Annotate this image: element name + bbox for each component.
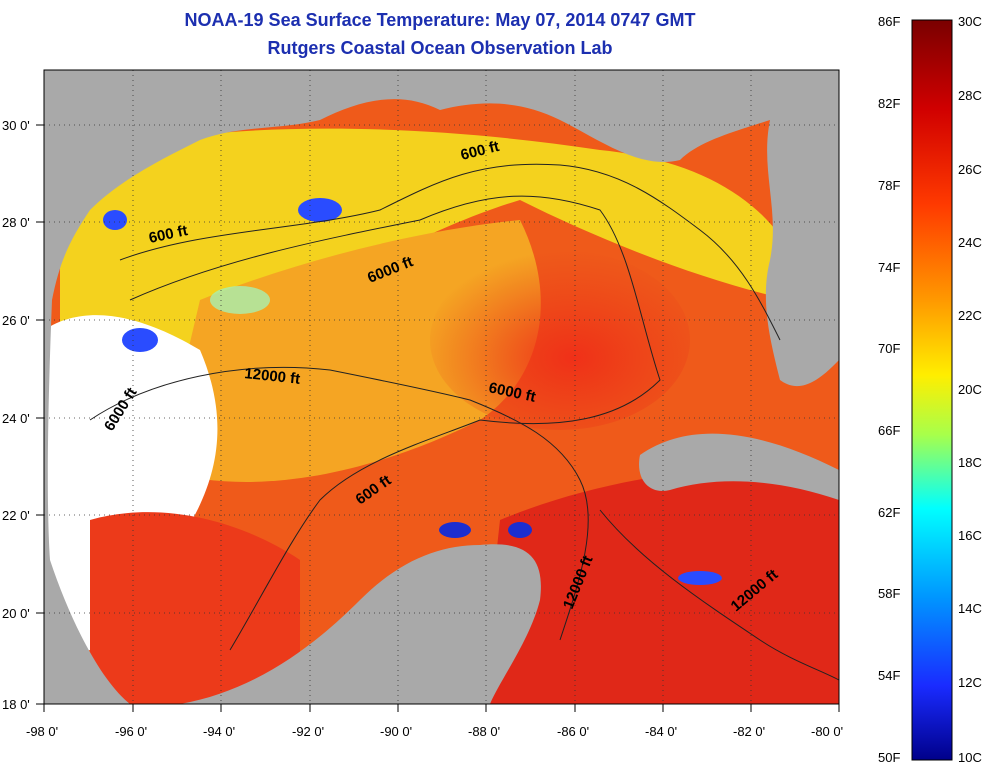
map-subtitle: Rutgers Coastal Ocean Observation Lab [267,38,613,58]
colorbar-c-label: 12C [958,675,982,690]
lat-tick-label: 24 0' [2,411,30,426]
colorbar-c-label: 24C [958,235,982,250]
land-mexico-west [44,300,130,704]
contour-label-12000a: 12000 ft [244,365,301,388]
map-area: 600 ft 600 ft 600 ft 6000 ft 6000 ft 600… [44,70,839,704]
cool-patch [210,286,270,314]
colorbar-c-label: 14C [958,601,982,616]
lon-tick-label: -94 0' [203,724,235,739]
lat-tick-label: 30 0' [2,118,30,133]
land-florida [765,70,839,387]
lat-tick-label: 28 0' [2,215,30,230]
colorbar-c-label: 30C [958,14,982,29]
colorbar-f-label: 58F [878,586,900,601]
lon-tick-label: -86 0' [557,724,589,739]
colorbar-f-label: 50F [878,750,900,765]
colorbar-f-label: 70F [878,341,900,356]
colorbar-c-label: 26C [958,162,982,177]
colorbar-c-label: 20C [958,382,982,397]
colorbar-f-label: 66F [878,423,900,438]
colorbar-f-label: 74F [878,260,900,275]
cold-patch [122,328,158,352]
colorbar-c-labels: 30C 28C 26C 24C 22C 20C 18C 16C 14C 12C … [958,14,982,765]
ocean-warm-sw [90,512,300,704]
colorbar-f-labels: 86F 82F 78F 74F 70F 66F 62F 58F 54F 50F [878,14,900,765]
lon-tick-label: -92 0' [292,724,324,739]
land-cuba [639,433,839,500]
map-frame [43,69,840,705]
cold-patch [678,571,722,585]
lon-tick-label: -98 0' [26,724,58,739]
lon-tick-label: -80 0' [811,724,843,739]
bathymetry-contours [89,163,839,681]
cloud-west [44,315,218,660]
land-us [44,70,839,300]
colorbar-c-label: 28C [958,88,982,103]
colorbar-c-label: 18C [958,455,982,470]
cold-patch [103,210,127,230]
colorbar-f-label: 54F [878,668,900,683]
colorbar-f-label: 78F [878,178,900,193]
colorbar-f-label: 86F [878,14,900,29]
lon-tick-label: -96 0' [115,724,147,739]
frame-ticks [36,124,840,712]
cold-patch [439,522,471,538]
colorbar-c-label: 10C [958,750,982,765]
colorbar-c-label: 16C [958,528,982,543]
colorbar-c-label: 22C [958,308,982,323]
lat-tick-labels: 30 0' 28 0' 26 0' 24 0' 22 0' 20 0' 18 0… [2,118,30,712]
lon-tick-label: -90 0' [380,724,412,739]
ocean-warm-caribbean [480,466,839,704]
colorbar-f-label: 62F [878,505,900,520]
land-yucatan [180,544,541,704]
lon-tick-labels: -98 0' -96 0' -94 0' -92 0' -90 0' -88 0… [26,724,843,739]
lat-tick-label: 18 0' [2,697,30,712]
colorbar [911,19,953,761]
lon-tick-label: -84 0' [645,724,677,739]
lon-tick-label: -82 0' [733,724,765,739]
lon-tick-label: -88 0' [468,724,500,739]
colorbar-f-label: 82F [878,96,900,111]
lat-tick-label: 22 0' [2,508,30,523]
cold-patch [298,198,342,222]
ocean-warm-core [430,250,690,430]
cold-patch [508,522,532,538]
ocean-mid-band [160,220,541,482]
lat-tick-label: 20 0' [2,606,30,621]
map-title: NOAA-19 Sea Surface Temperature: May 07,… [184,10,696,30]
grid [44,70,839,704]
lat-tick-label: 26 0' [2,313,30,328]
